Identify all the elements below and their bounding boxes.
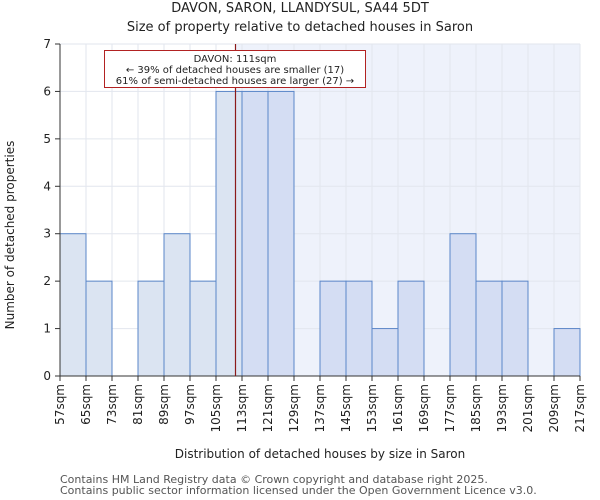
x-tick-label: 57sqm [53, 384, 67, 425]
annotation-line-2: ← 39% of detached houses are smaller (17… [125, 65, 345, 76]
histogram-chart: 0 1 2 3 4 5 6 7 57sqm 65sqm 73sqm 81sqm 89sqm 97sqm 10… [3, 37, 587, 461]
y-tick-label: 2 [43, 274, 51, 288]
y-tick-label: 0 [43, 369, 51, 383]
x-tick-label: 81sqm [131, 384, 145, 425]
bar-185sqm [475, 280, 503, 377]
x-tick-label: 169sqm [417, 384, 431, 432]
x-tick-label: 121sqm [261, 384, 275, 432]
bar-97sqm [189, 280, 217, 377]
x-tick-label: 129sqm [287, 384, 301, 432]
bar-121sqm [267, 90, 295, 377]
y-tick-label: 4 [43, 179, 51, 193]
bar-153sqm [371, 328, 399, 377]
x-tick-label: 185sqm [469, 384, 483, 432]
bar-57sqm [59, 233, 87, 377]
x-axis-title: Distribution of detached houses by size … [175, 447, 466, 461]
bar-137sqm [319, 280, 347, 377]
bar-145sqm [345, 280, 373, 377]
bar-209sqm [553, 328, 581, 377]
footer-line-2: Contains public sector information licen… [60, 484, 537, 497]
x-tick-label: 217sqm [573, 384, 587, 432]
footer-line-1: Contains HM Land Registry data © Crown c… [60, 473, 488, 486]
chart-subtitle: Size of property relative to detached ho… [126, 20, 474, 35]
bar-113sqm [241, 90, 269, 377]
y-tick-label: 1 [43, 322, 51, 336]
bar-193sqm [501, 280, 529, 377]
bar-177sqm [449, 233, 477, 377]
annotation-line-1: DAVON: 111sqm [193, 54, 277, 65]
x-tick-label: 177sqm [443, 384, 457, 432]
x-tick-label: 153sqm [365, 384, 379, 432]
x-tick-label: 113sqm [235, 384, 249, 432]
y-tick-label: 7 [43, 37, 51, 51]
axis-labels: 0 1 2 3 4 5 6 7 57sqm 65sqm 73sqm 81sqm 89sqm 97sqm 10… [3, 37, 587, 461]
bar-89sqm [163, 233, 191, 377]
x-tick-label: 145sqm [339, 384, 353, 432]
axes [55, 43, 581, 381]
x-tick-label: 193sqm [495, 384, 509, 432]
x-tick-label: 97sqm [183, 384, 197, 425]
x-tick-label: 161sqm [391, 384, 405, 432]
x-tick-label: 137sqm [313, 384, 327, 432]
annotation-line-3: 61% of semi-detached houses are larger (… [115, 76, 355, 87]
y-axis-title: Number of detached properties [3, 141, 17, 330]
bar-81sqm [137, 280, 165, 377]
annotation-box: DAVON: 111sqm ← 39% of detached houses a… [104, 50, 366, 88]
x-tick-label: 209sqm [547, 384, 561, 432]
x-tick-label: 201sqm [521, 384, 535, 432]
bar-105sqm [215, 90, 243, 377]
x-tick-label: 73sqm [105, 384, 119, 425]
x-tick-label: 89sqm [157, 384, 171, 425]
bars [59, 90, 581, 377]
y-tick-label: 5 [43, 132, 51, 146]
chart-title: DAVON, SARON, LLANDYSUL, SA44 5DT [171, 1, 429, 16]
bar-65sqm [85, 280, 113, 377]
x-tick-label: 105sqm [209, 384, 223, 432]
y-tick-label: 3 [43, 227, 51, 241]
bar-161sqm [397, 280, 425, 377]
y-tick-label: 6 [43, 84, 51, 98]
x-tick-label: 65sqm [79, 384, 93, 425]
